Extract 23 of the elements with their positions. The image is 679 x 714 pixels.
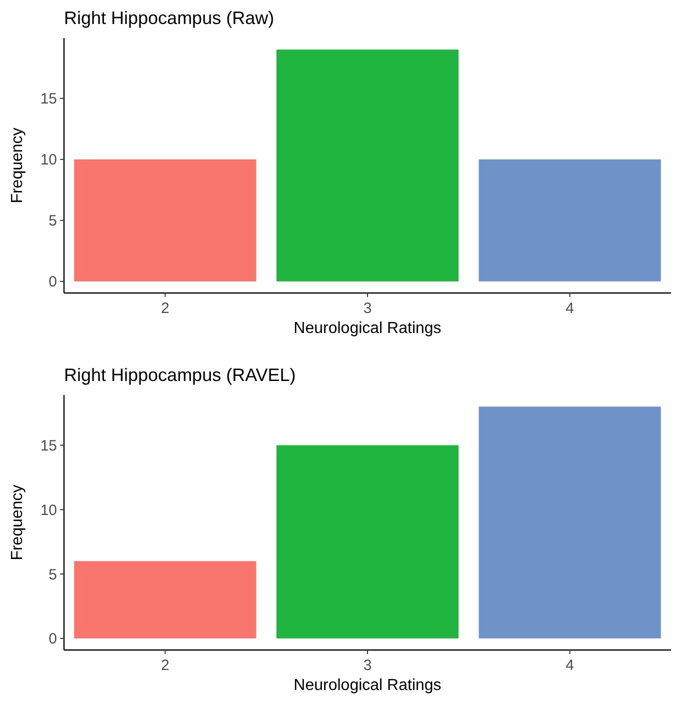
chart-title: Right Hippocampus (Raw)	[64, 8, 274, 28]
x-tick-label: 2	[160, 300, 170, 317]
y-tick-label: 5	[48, 212, 57, 230]
chart-title: Right Hippocampus (RAVEL)	[64, 365, 296, 385]
bar	[74, 561, 256, 638]
x-tick-label: 4	[566, 657, 574, 674]
y-tick-label: 15	[40, 90, 57, 108]
bar	[276, 445, 459, 638]
y-axis-title: Frequency	[9, 484, 26, 560]
y-tick-label: 10	[40, 502, 57, 519]
y-tick-label: 5	[48, 566, 57, 584]
x-axis-title: Neurological Ratings	[294, 320, 442, 337]
x-tick-label: 4	[566, 300, 574, 317]
y-tick-label: 0	[48, 630, 57, 648]
y-tick-label: 10	[40, 152, 57, 169]
x-tick-label: 2	[160, 657, 170, 674]
y-axis-title: Frequency	[9, 128, 26, 204]
x-axis-title: Neurological Ratings	[294, 677, 442, 694]
x-tick-label: 3	[363, 300, 372, 317]
y-tick-label: 15	[40, 437, 57, 454]
bar	[478, 406, 661, 638]
x-tick-label: 3	[363, 657, 372, 674]
y-tick-label: 0	[48, 274, 57, 291]
